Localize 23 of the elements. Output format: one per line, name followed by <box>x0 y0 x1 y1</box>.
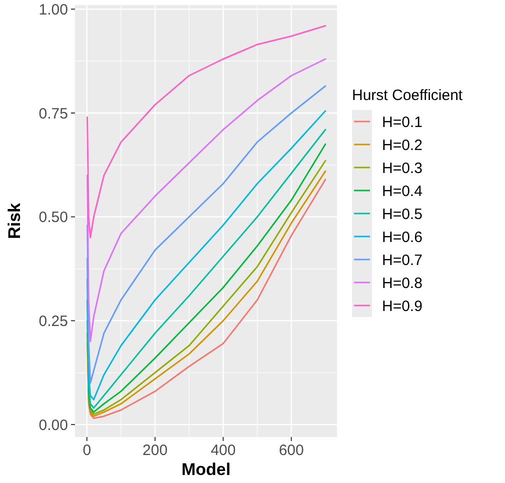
legend-label: H=0.8 <box>382 274 422 292</box>
legend-label: H=0.6 <box>382 228 422 246</box>
y-axis-title: Risk <box>5 202 24 239</box>
y-tick-label: 0.50 <box>38 209 68 226</box>
y-tick-label: 1.00 <box>38 1 68 18</box>
legend-label: H=0.7 <box>382 252 422 269</box>
line-series <box>86 25 326 238</box>
legend-label: H=0.2 <box>382 136 422 154</box>
legend-title: Hurst Coefficient <box>352 87 464 104</box>
x-tick-label: 0 <box>82 442 92 459</box>
legend-label: H=0.3 <box>382 160 422 177</box>
y-tick-label: 0.00 <box>38 416 68 434</box>
line-series <box>86 58 326 342</box>
x-axis-title: Model <box>181 460 231 479</box>
y-tick-label: 0.25 <box>38 312 68 330</box>
legend-label: H=0.1 <box>382 114 422 131</box>
x-tick-label: 200 <box>142 442 168 459</box>
y-tick-label: 0.75 <box>38 105 68 122</box>
x-tick-label: 400 <box>210 442 236 459</box>
x-tick-label: 600 <box>278 442 304 459</box>
legend-label: H=0.9 <box>382 298 422 315</box>
legend-label: H=0.5 <box>382 206 422 223</box>
legend-label: H=0.4 <box>382 182 422 200</box>
